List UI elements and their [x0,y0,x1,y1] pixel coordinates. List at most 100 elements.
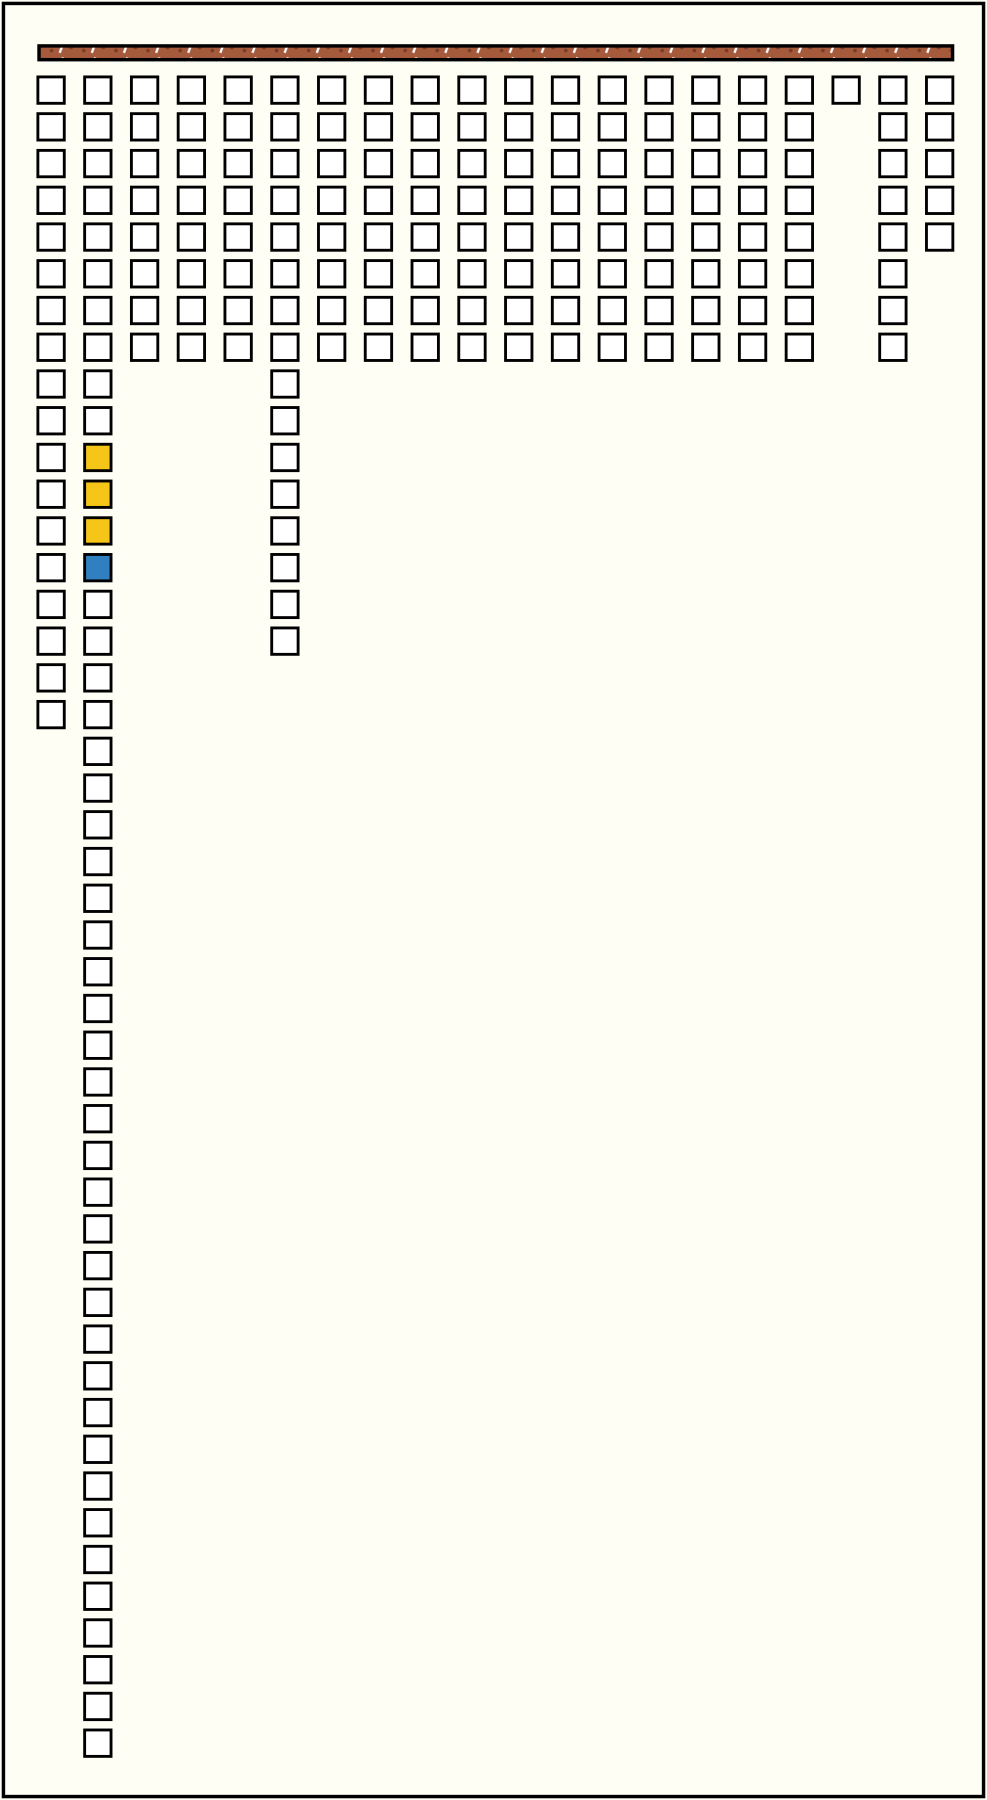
cell[interactable] [644,75,674,105]
cell[interactable] [83,1655,113,1685]
cell[interactable] [317,112,347,142]
cell[interactable] [550,332,581,362]
cell[interactable] [878,222,908,252]
cell[interactable] [504,332,534,362]
cell[interactable] [270,222,300,252]
cell[interactable] [878,295,908,326]
cell[interactable] [176,295,207,326]
cell[interactable] [504,112,534,142]
cell[interactable] [270,553,300,583]
cell[interactable] [784,222,814,252]
cell[interactable] [457,185,487,215]
cell[interactable] [550,185,581,215]
cell[interactable] [550,222,581,252]
cell[interactable] [925,222,955,252]
cell[interactable] [36,75,66,105]
cell[interactable] [410,332,440,362]
cell[interactable] [36,148,66,179]
cell[interactable] [504,75,534,105]
cell[interactable] [270,442,300,473]
cell[interactable] [737,222,768,252]
cell[interactable] [83,1728,113,1758]
highlighted-cell[interactable] [83,516,113,546]
cell[interactable] [270,516,300,546]
cell[interactable] [644,295,674,326]
cell[interactable] [878,259,908,289]
cell[interactable] [36,259,66,289]
cell[interactable] [317,259,347,289]
cell[interactable] [83,1581,113,1611]
cell[interactable] [317,332,347,362]
cell[interactable] [644,222,674,252]
cell[interactable] [784,148,814,179]
cell[interactable] [176,259,207,289]
cell[interactable] [83,406,113,436]
cell[interactable] [83,626,113,656]
cell[interactable] [36,406,66,436]
cell[interactable] [83,1324,113,1354]
cell[interactable] [457,148,487,179]
cell[interactable] [270,406,300,436]
cell[interactable] [691,332,721,362]
cell[interactable] [83,1397,113,1428]
cell[interactable] [83,75,113,105]
cell[interactable] [691,259,721,289]
cell[interactable] [363,259,394,289]
cell[interactable] [36,589,66,620]
cell[interactable] [270,369,300,399]
cell[interactable] [410,185,440,215]
cell[interactable] [504,185,534,215]
cell[interactable] [270,148,300,179]
cell[interactable] [83,148,113,179]
cell[interactable] [36,369,66,399]
cell[interactable] [36,663,66,693]
cell[interactable] [737,148,768,179]
cell[interactable] [784,185,814,215]
cell[interactable] [317,295,347,326]
cell[interactable] [223,259,253,289]
cell[interactable] [597,185,627,215]
cell[interactable] [83,1618,113,1648]
cell[interactable] [597,259,627,289]
cell[interactable] [36,699,66,730]
cell[interactable] [457,75,487,105]
cell[interactable] [129,112,160,142]
cell[interactable] [83,1691,113,1722]
cell[interactable] [83,810,113,840]
cell[interactable] [270,75,300,105]
cell[interactable] [504,259,534,289]
cell[interactable] [457,222,487,252]
cell[interactable] [878,332,908,362]
cell[interactable] [129,222,160,252]
cell[interactable] [317,222,347,252]
cell[interactable] [363,112,394,142]
cell[interactable] [410,222,440,252]
cell[interactable] [784,75,814,105]
cell[interactable] [270,185,300,215]
cell[interactable] [784,259,814,289]
cell[interactable] [83,1471,113,1501]
cell[interactable] [363,332,394,362]
cell[interactable] [83,589,113,620]
highlighted-cell[interactable] [83,553,113,583]
cell[interactable] [129,259,160,289]
cell[interactable] [270,112,300,142]
cell[interactable] [83,259,113,289]
highlighted-cell[interactable] [83,442,113,473]
cell[interactable] [644,259,674,289]
cell[interactable] [550,75,581,105]
cell[interactable] [784,332,814,362]
cell[interactable] [83,846,113,877]
cell[interactable] [83,332,113,362]
cell[interactable] [317,75,347,105]
cell[interactable] [83,369,113,399]
cell[interactable] [691,222,721,252]
cell[interactable] [83,185,113,215]
cell[interactable] [644,332,674,362]
cell[interactable] [831,75,861,105]
cell[interactable] [83,1067,113,1097]
cell[interactable] [83,1544,113,1575]
cell[interactable] [691,185,721,215]
cell[interactable] [83,1434,113,1464]
cell[interactable] [925,185,955,215]
